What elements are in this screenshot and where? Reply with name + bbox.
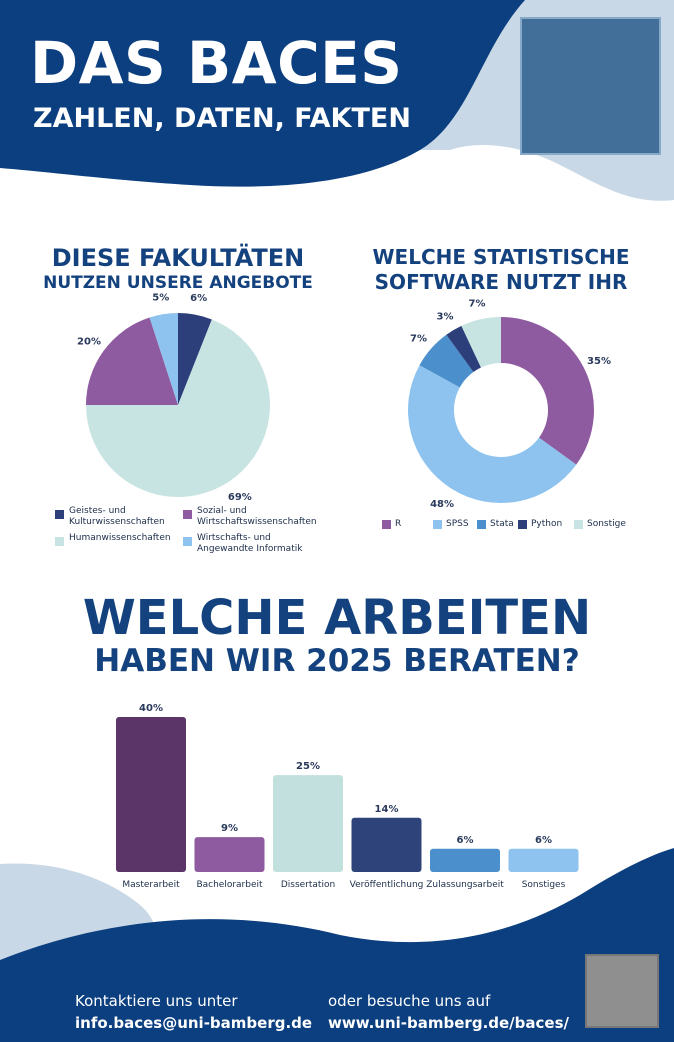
bar-bachelorarbeit bbox=[194, 837, 265, 872]
website-block: oder besuche uns auf www.uni-bamberg.de/… bbox=[328, 990, 569, 1034]
donut-slice-sonstige bbox=[461, 317, 501, 368]
legend-swatch bbox=[433, 520, 442, 529]
legend-label-line: Wirtschafts- und bbox=[197, 533, 271, 543]
legend-label-line: Geistes- und bbox=[69, 506, 126, 516]
pie-slice-geistes-und-kulturwissenschaften bbox=[178, 313, 212, 405]
bar-sonstiges bbox=[508, 848, 579, 872]
legend-label-line: Angewandte Informatik bbox=[197, 544, 303, 554]
bar-category-label: Veröffentlichung bbox=[350, 880, 424, 890]
legend-label-line: Kulturwissenschaften bbox=[69, 517, 165, 527]
legend-label-line: Wirtschaftswissenschaften bbox=[197, 517, 317, 527]
legend-label: Python bbox=[531, 519, 563, 529]
legend-label: Geistes- und Kulturwissenschaften bbox=[69, 506, 165, 528]
software-title: WELCHE STATISTISCHE bbox=[372, 245, 630, 269]
legend-label: Sozial- und Wirtschaftswissenschaften bbox=[197, 506, 317, 528]
software-subtitle: SOFTWARE NUTZT IHR bbox=[374, 270, 628, 294]
theses-subtitle: HABEN WIR 2025 BERATEN? bbox=[94, 643, 580, 679]
legend-swatch bbox=[518, 520, 527, 529]
legend-label: Humanwissenschaften bbox=[69, 533, 171, 544]
donut-value-label: 3% bbox=[437, 311, 454, 322]
website-label: oder besuche uns auf bbox=[328, 992, 491, 1010]
faculties-title: DIESE FAKULTÄTEN bbox=[51, 244, 305, 272]
pie-slice-humanwissenschaften bbox=[86, 319, 270, 497]
bar-value-label: 40% bbox=[139, 703, 163, 714]
contact-block: Kontaktiere uns unter info.baces@uni-bam… bbox=[75, 990, 312, 1034]
qr-code-image bbox=[520, 17, 661, 155]
faculties-subtitle: NUTZEN UNSERE ANGEBOTE bbox=[43, 273, 313, 293]
legend-swatch bbox=[55, 537, 64, 546]
legend-label: Stata bbox=[490, 519, 514, 529]
bar-dissertation bbox=[273, 775, 343, 872]
main-title: DAS BACES bbox=[30, 29, 403, 97]
bar-category-label: Masterarbeit bbox=[122, 880, 180, 890]
bar-value-label: 6% bbox=[457, 835, 474, 846]
contact-email-link[interactable]: info.baces@uni-bamberg.de bbox=[75, 1014, 313, 1032]
legend-swatch bbox=[183, 510, 192, 519]
website-link[interactable]: www.uni-bamberg.de/baces/ bbox=[328, 1014, 569, 1032]
bar-category-label: Zulassungsarbeit bbox=[426, 880, 504, 890]
bar-category-label: Bachelorarbeit bbox=[196, 880, 263, 890]
legend-swatch bbox=[55, 510, 64, 519]
legend-label-line: Sozial- und bbox=[197, 506, 247, 516]
theses-title: WELCHE ARBEITEN bbox=[82, 590, 592, 646]
bar-category-label: Sonstiges bbox=[522, 880, 566, 890]
footer-blue-wave bbox=[0, 848, 674, 1042]
pie-value-label: 6% bbox=[190, 293, 207, 304]
donut-value-label: 35% bbox=[587, 356, 611, 367]
pie-slice-sozial-und-wirtschaftswissenschaften bbox=[86, 317, 178, 405]
legend-swatch bbox=[574, 520, 583, 529]
bar-value-label: 9% bbox=[221, 823, 238, 834]
legend-label: Wirtschafts- und Angewandte Informatik bbox=[197, 533, 302, 555]
pie-value-label: 20% bbox=[77, 336, 101, 347]
contact-label: Kontaktiere uns unter bbox=[75, 992, 238, 1010]
donut-slice-stata bbox=[419, 334, 474, 388]
donut-value-label: 7% bbox=[469, 299, 486, 310]
pie-value-label: 69% bbox=[228, 492, 252, 503]
main-subtitle: ZAHLEN, DATEN, FAKTEN bbox=[33, 103, 411, 134]
donut-value-label: 48% bbox=[430, 499, 454, 510]
donut-value-label: 7% bbox=[410, 333, 427, 344]
pie-slice-wirtschafts-und-angewandte-informatik bbox=[149, 313, 178, 405]
bar-ver-ffentlichung bbox=[351, 817, 422, 872]
legend-swatch bbox=[183, 537, 192, 546]
legend-label: Sonstige bbox=[587, 519, 626, 529]
bar-value-label: 14% bbox=[375, 804, 399, 815]
legend-label-line: Humanwissenschaften bbox=[69, 533, 171, 543]
legend-swatch bbox=[477, 520, 486, 529]
header-blue-wave bbox=[0, 0, 525, 187]
bar-value-label: 6% bbox=[535, 835, 552, 846]
bar-zulassungsarbeit bbox=[430, 848, 500, 872]
qr-code-footer-image bbox=[585, 954, 659, 1028]
legend-label: R bbox=[395, 519, 402, 529]
donut-slice-python bbox=[446, 325, 481, 372]
bar-masterarbeit bbox=[116, 717, 186, 872]
pie-value-label: 5% bbox=[152, 292, 169, 303]
bar-value-label: 25% bbox=[296, 761, 320, 772]
legend-label: SPSS bbox=[446, 519, 469, 529]
bar-category-label: Dissertation bbox=[281, 880, 335, 890]
legend-swatch bbox=[382, 520, 391, 529]
donut-slice-r bbox=[501, 317, 594, 465]
donut-slice-spss bbox=[407, 365, 577, 504]
